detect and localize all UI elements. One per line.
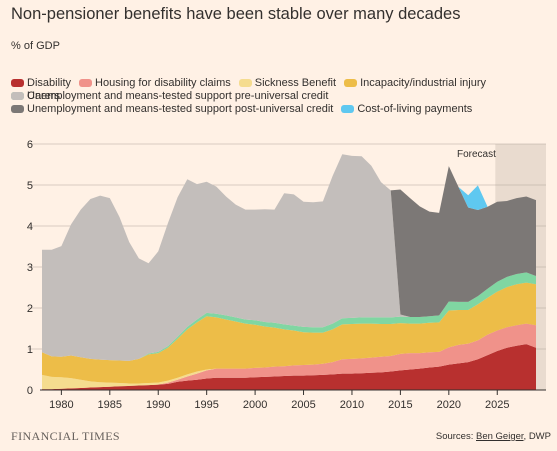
x-tick-label: 1995 <box>194 399 218 411</box>
legend-label: Housing for disability claims <box>95 77 231 89</box>
legend-swatch <box>79 79 93 87</box>
area-series <box>42 154 536 390</box>
x-tick-label: 2020 <box>437 399 461 411</box>
legend-item: Incapacity/industrial injury <box>344 77 486 90</box>
legend-label: Cost-of-living payments <box>357 103 473 115</box>
legend-item: Housing for disability claims <box>79 77 231 90</box>
x-tick-label: 2025 <box>485 399 509 411</box>
y-tick-label: 6 <box>27 139 33 151</box>
legend-row: Disability Housing for disability claims S… <box>11 77 551 102</box>
forecast-label: Forecast <box>457 149 496 160</box>
area-unemployment-and-means-tested-support-pre-universal-credit <box>42 154 536 361</box>
legend-swatch <box>11 105 24 113</box>
legend-label: Carers <box>27 90 61 102</box>
legend-swatch <box>238 79 252 87</box>
area-incapacity-industrial-injury <box>42 282 536 384</box>
y-tick-label: 2 <box>27 303 33 315</box>
x-tick-label: 2015 <box>388 399 412 411</box>
y-tick-label: 4 <box>27 221 33 233</box>
legend-item: Disability <box>11 77 71 90</box>
area-unemployment-and-means-tested-support-post-universal-credit <box>42 154 536 318</box>
legend-swatch <box>11 92 24 100</box>
y-tick-label: 1 <box>27 344 33 356</box>
x-axis: 1980 1985 1990 1995 2000 2005 2010 2015 2020 2025 <box>40 389 546 411</box>
legend-swatch <box>341 105 355 113</box>
source-link[interactable]: Ben Geiger <box>476 431 524 442</box>
chart-title: Non-pensioner benefits have been stable … <box>11 5 461 23</box>
legend-label: Disability <box>27 77 72 89</box>
y-tick-label: 3 <box>27 262 33 274</box>
area-sickness-benefit <box>42 323 536 390</box>
legend-label: Incapacity/industrial injury <box>360 77 487 89</box>
area-disability <box>42 344 536 390</box>
area-housing-for-disability-claims <box>42 323 536 390</box>
legend-label: Sickness Benefit <box>254 77 337 89</box>
brand-logo-text: FINANCIAL TIMES <box>11 429 121 443</box>
legend-item: Unemployment and means-tested support po… <box>11 103 333 116</box>
legend-item: Sickness Benefit <box>238 77 337 90</box>
legend-label: Unemployment and means-tested support pr… <box>27 90 329 102</box>
x-tick-label: 1980 <box>49 399 73 411</box>
legend-label: Unemployment and means-tested support po… <box>27 103 334 115</box>
source-note: Sources: Ben Geiger, DWP <box>436 431 551 442</box>
area-carers <box>42 272 536 361</box>
y-tick-label: 5 <box>27 180 33 192</box>
y-tick-label: 0 <box>27 385 33 397</box>
legend-item: Cost-of-living payments <box>341 103 472 116</box>
unit-label: % of GDP <box>11 40 60 52</box>
x-tick-label: 2010 <box>340 399 364 411</box>
legend-item: Unemployment and means-tested support pr… <box>11 90 328 103</box>
x-tick-label: 2000 <box>243 399 267 411</box>
legend-swatch <box>344 79 358 87</box>
legend-row: Unemployment and means-tested support pr… <box>11 90 551 103</box>
x-tick-label: 1985 <box>98 399 122 411</box>
legend: Disability Housing for disability claims S… <box>11 77 551 116</box>
x-tick-label: 1990 <box>146 399 170 411</box>
x-tick-label: 2005 <box>291 399 315 411</box>
legend-swatch <box>11 79 24 87</box>
source-prefix: Sources: <box>435 431 476 442</box>
legend-row: Unemployment and means-tested support po… <box>11 103 551 116</box>
source-suffix: , DWP <box>523 431 551 442</box>
y-axis: 0 1 2 3 4 5 6 <box>27 139 33 397</box>
